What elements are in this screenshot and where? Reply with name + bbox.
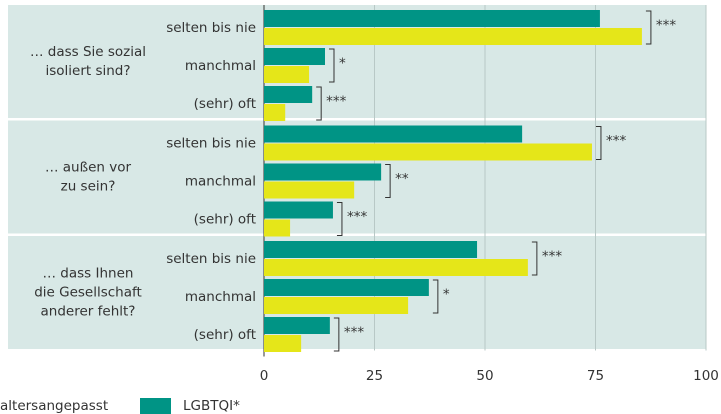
category-label: manchmal — [185, 289, 256, 305]
bar — [264, 104, 286, 121]
category-label: manchmal — [185, 58, 256, 74]
group-label: … dass Sie sozial — [30, 44, 146, 60]
bar — [264, 143, 592, 161]
category-label: selten bis nie — [166, 20, 256, 36]
significance-bracket — [328, 48, 335, 83]
bar — [264, 163, 382, 181]
bar — [264, 259, 528, 276]
significance-label: *** — [606, 133, 627, 149]
group-label: anderer fehlt? — [41, 304, 136, 320]
significance-label: ** — [395, 171, 409, 187]
bar — [264, 181, 355, 199]
category-label: (sehr) oft — [194, 327, 256, 343]
x-tick-label: 50 — [476, 368, 493, 384]
category-label: manchmal — [185, 174, 256, 190]
x-tick-label: 100 — [693, 368, 719, 384]
x-tick-label: 25 — [366, 368, 383, 384]
significance-label: *** — [656, 18, 677, 34]
bar — [264, 219, 291, 237]
group-label: … dass Ihnen — [43, 266, 134, 282]
bar — [264, 125, 523, 143]
category-label: selten bis nie — [166, 251, 256, 267]
legend-label: LGBTQI* — [183, 398, 240, 414]
significance-bracket — [595, 126, 602, 160]
significance-bracket — [333, 317, 340, 352]
bar — [264, 10, 600, 27]
significance-label: * — [339, 56, 346, 72]
significance-label: * — [443, 287, 450, 303]
significance-bracket — [316, 86, 322, 121]
category-label: selten bis nie — [166, 136, 256, 152]
bar — [264, 241, 478, 258]
bar — [264, 297, 409, 314]
legend-label: altersangepasst — [0, 398, 108, 414]
significance-bracket — [645, 10, 652, 45]
bar — [264, 201, 333, 219]
bar — [264, 66, 310, 83]
significance-bracket — [385, 164, 391, 198]
category-label: (sehr) oft — [194, 96, 256, 112]
group-label: zu sein? — [61, 179, 116, 195]
bar — [264, 317, 330, 334]
group-label: die Gesellschaft — [34, 285, 142, 301]
significance-label: *** — [347, 209, 368, 225]
significance-label: *** — [344, 325, 365, 341]
significance-bracket — [432, 279, 439, 314]
significance-bracket — [336, 202, 343, 236]
bar — [264, 335, 302, 352]
significance-label: *** — [542, 249, 563, 265]
x-tick-label: 75 — [587, 368, 604, 384]
bar — [264, 28, 642, 45]
group-label: isoliert sind? — [45, 63, 130, 79]
group-label: … außen vor — [45, 160, 132, 176]
legend-swatch — [140, 398, 171, 414]
significance-bracket — [531, 241, 538, 276]
bar — [264, 48, 325, 65]
bar — [264, 86, 313, 103]
category-label: (sehr) oft — [194, 212, 256, 228]
bar — [264, 279, 429, 296]
x-tick-label: 0 — [260, 368, 269, 384]
significance-label: *** — [326, 94, 347, 110]
